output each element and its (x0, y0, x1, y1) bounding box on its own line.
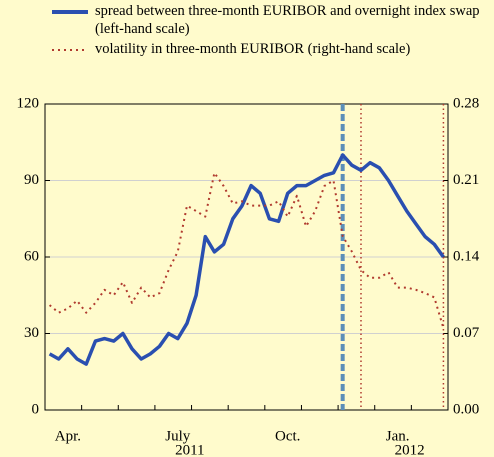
y-tick-label: 0 (32, 401, 40, 417)
x-tick-label: Oct. (275, 428, 300, 444)
legend-entry: volatility in three-month EURIBOR (right… (95, 41, 411, 57)
x-tick-label: Apr. (55, 428, 81, 444)
series-line (48, 153, 445, 366)
y2-tick-label: 0.07 (453, 325, 480, 341)
y-tick-label: 90 (24, 172, 39, 188)
legend-entry: spread between three-month EURIBOR and o… (95, 3, 480, 37)
x-tick-label: Jan. (386, 428, 410, 444)
y2-tick-label: 0.21 (453, 172, 479, 188)
y-tick-label: 30 (24, 325, 39, 341)
y-tick-label: 60 (24, 248, 39, 264)
x-year-label: 2011 (175, 442, 204, 457)
y2-tick-label: 0.00 (453, 401, 479, 417)
series-line (48, 171, 445, 329)
x-tick-label: July (165, 428, 191, 444)
x-year-label: 2012 (395, 442, 425, 457)
y2-tick-label: 0.28 (453, 95, 479, 111)
y2-tick-label: 0.14 (453, 248, 480, 264)
plot-frame (44, 103, 449, 411)
y-tick-label: 120 (17, 95, 40, 111)
